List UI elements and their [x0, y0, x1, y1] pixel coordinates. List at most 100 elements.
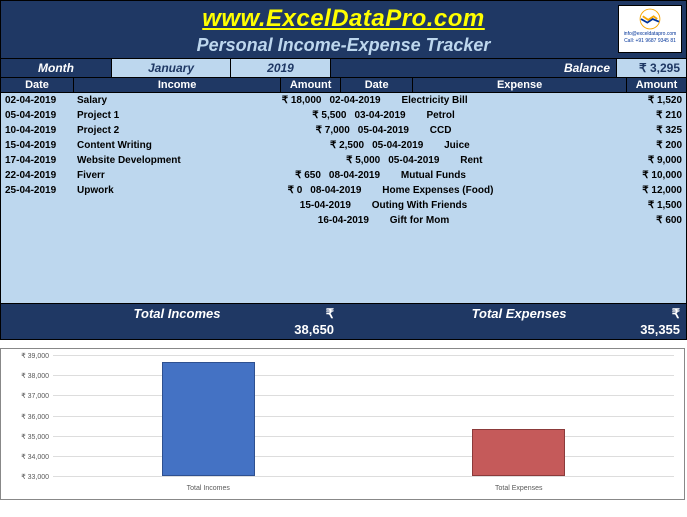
period-spacer: [331, 59, 526, 77]
expense-date: [344, 273, 416, 288]
handshake-icon: [632, 8, 668, 30]
table-row[interactable]: [1, 243, 686, 258]
table-row[interactable]: [1, 288, 686, 303]
table-row[interactable]: 10-04-2019Project 2₹ 7,00005-04-2019CCD₹…: [1, 123, 686, 138]
income-amt: ₹ 5,500: [290, 108, 350, 123]
income-amt: [284, 273, 344, 288]
expense-amt: ₹ 325: [626, 123, 686, 138]
income-expense-chart: ₹ 33,000 ₹ 34,000 ₹ 35,000 ₹ 36,000 ₹ 37,000…: [0, 348, 685, 500]
expense-desc: CCD: [426, 123, 626, 138]
income-amt: ₹ 650: [265, 168, 325, 183]
hdr-expense: Expense: [412, 78, 626, 92]
table-row[interactable]: [1, 273, 686, 288]
expense-amt: [626, 258, 686, 273]
chart-ylabel: ₹ 39,000: [5, 352, 49, 360]
expense-desc: Juice: [440, 138, 626, 153]
expense-desc: Home Expenses (Food): [378, 183, 626, 198]
hdr-income: Income: [73, 78, 280, 92]
income-amt: [236, 198, 296, 213]
income-date: [1, 228, 73, 243]
page-subtitle: Personal Income-Expense Tracker: [9, 35, 678, 56]
table-row[interactable]: 17-04-2019Website Development₹ 5,00005-0…: [1, 153, 686, 168]
income-amt: ₹ 0: [246, 183, 306, 198]
expense-date: [344, 243, 416, 258]
chart-gridline: ₹ 38,000: [53, 375, 674, 376]
hdr-date2: Date: [340, 78, 412, 92]
expense-date: 08-04-2019: [306, 183, 378, 198]
table-row[interactable]: [1, 228, 686, 243]
table-row[interactable]: 05-04-2019Project 1₹ 5,50003-04-2019Petr…: [1, 108, 686, 123]
income-amt: [284, 243, 344, 258]
income-desc: [73, 243, 284, 258]
expense-desc: Electricity Bill: [397, 93, 626, 108]
total-income-value: ₹ 38,650: [280, 304, 340, 339]
income-desc: [73, 288, 284, 303]
table-row[interactable]: [1, 258, 686, 273]
chart-ylabel: ₹ 34,000: [5, 453, 49, 461]
total-expense-value: ₹ 35,355: [626, 304, 686, 339]
income-date: 05-04-2019: [1, 108, 73, 123]
expense-date: 15-04-2019: [296, 198, 368, 213]
income-date: [1, 273, 73, 288]
data-rows-area: 02-04-2019Salary₹ 18,00002-04-2019Electr…: [0, 93, 687, 303]
hdr-date1: Date: [1, 78, 73, 92]
chart-gridline: ₹ 37,000: [53, 395, 674, 396]
chart-ylabel: ₹ 37,000: [5, 392, 49, 400]
chart-gridline: ₹ 35,000: [53, 436, 674, 437]
table-row[interactable]: 16-04-2019Gift for Mom₹ 600: [1, 213, 686, 228]
table-row[interactable]: 15-04-2019Outing With Friends₹ 1,500: [1, 198, 686, 213]
expense-amt: [626, 243, 686, 258]
expense-desc: Mutual Funds: [397, 168, 626, 183]
income-date: [1, 213, 73, 228]
income-desc: Salary: [73, 93, 265, 108]
chart-ylabel: ₹ 36,000: [5, 413, 49, 421]
chart-xlabel: Total Incomes: [187, 485, 230, 492]
expense-desc: Gift for Mom: [386, 213, 626, 228]
expense-date: [344, 288, 416, 303]
income-desc: Project 1: [73, 108, 290, 123]
income-date: [1, 258, 73, 273]
expense-amt: ₹ 9,000: [626, 153, 686, 168]
expense-date: 03-04-2019: [350, 108, 422, 123]
income-desc: [73, 273, 284, 288]
income-desc: Project 2: [73, 123, 294, 138]
period-bar: Month January 2019 Balance ₹ 3,295: [0, 59, 687, 78]
chart-xlabel: Total Expenses: [495, 485, 542, 492]
chart-bar: [472, 429, 565, 476]
income-date: [1, 243, 73, 258]
expense-amt: ₹ 200: [626, 138, 686, 153]
expense-amt: [626, 228, 686, 243]
balance-value: ₹ 3,295: [616, 59, 686, 77]
income-desc: [73, 258, 284, 273]
expense-amt: ₹ 10,000: [626, 168, 686, 183]
income-desc: [73, 213, 254, 228]
chart-gridline: ₹ 33,000: [53, 476, 674, 477]
expense-date: 05-04-2019: [354, 123, 426, 138]
total-expense-label: Total Expenses: [412, 304, 626, 339]
year-value[interactable]: 2019: [231, 59, 331, 77]
expense-desc: Petrol: [422, 108, 626, 123]
column-headers: Date Income Amount Date Expense Amount: [0, 78, 687, 93]
table-row[interactable]: 22-04-2019Fiverr₹ 65008-04-2019Mutual Fu…: [1, 168, 686, 183]
table-row[interactable]: 15-04-2019Content Writing₹ 2,50005-04-20…: [1, 138, 686, 153]
month-value[interactable]: January: [111, 59, 231, 77]
table-row[interactable]: 02-04-2019Salary₹ 18,00002-04-2019Electr…: [1, 93, 686, 108]
expense-desc: [416, 228, 627, 243]
chart-gridline: ₹ 36,000: [53, 416, 674, 417]
income-date: [1, 288, 73, 303]
income-date: 02-04-2019: [1, 93, 73, 108]
expense-amt: ₹ 210: [626, 108, 686, 123]
chart-gridline: ₹ 34,000: [53, 456, 674, 457]
expense-amt: [626, 273, 686, 288]
title-header: www.ExcelDataPro.com Personal Income-Exp…: [0, 0, 687, 59]
expense-date: [344, 258, 416, 273]
income-date: 15-04-2019: [1, 138, 73, 153]
income-desc: Upwork: [73, 183, 246, 198]
total-income-label: Total Incomes: [74, 304, 280, 339]
table-row[interactable]: 25-04-2019Upwork₹ 008-04-2019Home Expens…: [1, 183, 686, 198]
expense-amt: ₹ 1,520: [626, 93, 686, 108]
expense-date: [344, 228, 416, 243]
income-desc: [73, 198, 236, 213]
logo-phone: Call: +91 9687 9345 81: [624, 38, 676, 44]
income-date: 25-04-2019: [1, 183, 73, 198]
